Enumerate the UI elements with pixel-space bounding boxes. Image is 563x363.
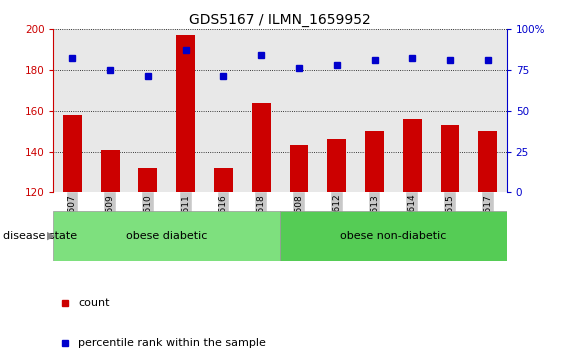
Bar <box>479 131 497 192</box>
Text: obese non-diabetic: obese non-diabetic <box>340 231 446 241</box>
Text: disease state: disease state <box>3 231 77 241</box>
Text: percentile rank within the sample: percentile rank within the sample <box>78 338 266 348</box>
Bar <box>63 115 82 192</box>
Bar <box>252 102 271 192</box>
Text: count: count <box>78 298 110 308</box>
Bar <box>101 150 119 192</box>
Bar <box>365 131 384 192</box>
Bar <box>176 35 195 192</box>
Bar <box>403 119 422 192</box>
Bar <box>441 125 459 192</box>
Bar <box>53 211 280 261</box>
Bar <box>280 211 507 261</box>
Text: ▶: ▶ <box>47 231 55 241</box>
Text: obese diabetic: obese diabetic <box>126 231 208 241</box>
Bar <box>289 146 309 192</box>
Bar <box>327 139 346 192</box>
Bar <box>138 168 157 192</box>
Bar <box>214 168 233 192</box>
Title: GDS5167 / ILMN_1659952: GDS5167 / ILMN_1659952 <box>189 13 371 26</box>
